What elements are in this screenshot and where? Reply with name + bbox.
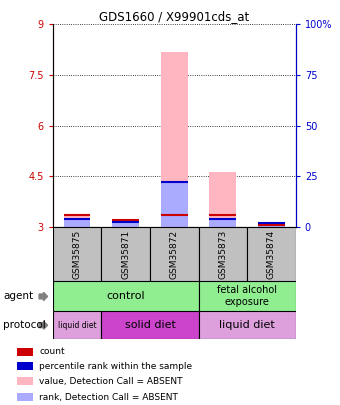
Text: value, Detection Call = ABSENT: value, Detection Call = ABSENT — [39, 377, 183, 386]
Text: GSM35871: GSM35871 — [121, 230, 130, 279]
Bar — [150, 227, 199, 281]
Text: control: control — [106, 291, 145, 301]
Bar — [209, 172, 236, 227]
Text: percentile rank within the sample: percentile rank within the sample — [39, 362, 192, 371]
Text: liquid diet: liquid diet — [219, 320, 275, 330]
Bar — [247, 227, 296, 281]
Bar — [112, 220, 139, 227]
Bar — [53, 311, 101, 339]
Text: solid diet: solid diet — [124, 320, 175, 330]
Bar — [53, 227, 101, 281]
Text: agent: agent — [3, 292, 34, 301]
Bar — [161, 181, 188, 227]
Bar — [101, 311, 199, 339]
Bar — [64, 214, 90, 227]
Bar — [17, 348, 33, 356]
Text: GSM35874: GSM35874 — [267, 230, 276, 279]
Text: GSM35873: GSM35873 — [218, 230, 227, 279]
Text: count: count — [39, 347, 65, 356]
Bar — [199, 227, 247, 281]
Bar — [112, 222, 139, 227]
Text: rank, Detection Call = ABSENT: rank, Detection Call = ABSENT — [39, 393, 178, 402]
Title: GDS1660 / X99901cds_at: GDS1660 / X99901cds_at — [99, 10, 249, 23]
Bar — [258, 222, 285, 227]
Bar — [17, 393, 33, 401]
Bar — [101, 227, 150, 281]
Text: GSM35872: GSM35872 — [170, 230, 179, 279]
Bar — [199, 311, 296, 339]
Bar — [258, 225, 285, 227]
Bar — [17, 377, 33, 385]
Bar — [17, 362, 33, 370]
Text: fetal alcohol
exposure: fetal alcohol exposure — [217, 286, 277, 307]
Text: GSM35875: GSM35875 — [72, 230, 82, 279]
Bar — [199, 281, 296, 311]
Text: protocol: protocol — [3, 320, 46, 330]
Bar — [161, 52, 188, 227]
Bar — [209, 218, 236, 227]
Text: liquid diet: liquid diet — [58, 320, 96, 330]
Bar — [64, 219, 90, 227]
Bar — [53, 281, 199, 311]
